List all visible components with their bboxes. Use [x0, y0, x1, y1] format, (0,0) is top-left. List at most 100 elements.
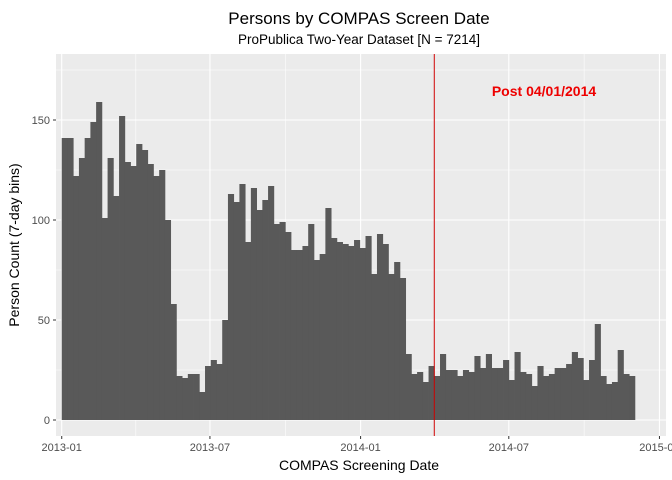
bar: [153, 176, 160, 420]
bar: [503, 360, 510, 420]
bar: [548, 374, 556, 420]
bar: [342, 244, 349, 420]
bar: [119, 116, 126, 420]
x-tick-label: 2014-01: [340, 442, 380, 454]
bar: [313, 260, 321, 420]
bar: [164, 220, 172, 420]
bar: [480, 368, 487, 420]
annotation-label: Post 04/01/2014: [492, 83, 597, 99]
bar: [325, 208, 332, 420]
chart-subtitle: ProPublica Two-Year Dataset [N = 7214]: [238, 32, 480, 47]
bar: [250, 188, 258, 420]
bar: [78, 158, 86, 420]
bar: [457, 376, 464, 420]
bar: [417, 372, 424, 420]
bar: [365, 236, 372, 420]
x-tick-label: 2013-07: [190, 442, 230, 454]
bar: [256, 210, 263, 420]
bar: [451, 370, 458, 420]
bar: [268, 186, 275, 420]
bar: [376, 234, 384, 420]
bar: [388, 274, 395, 420]
bar: [73, 176, 80, 420]
bar: [107, 158, 114, 420]
bar: [262, 200, 269, 420]
bar: [428, 366, 435, 420]
bars: [61, 102, 636, 420]
bar: [462, 370, 470, 420]
bar: [331, 238, 338, 420]
bar: [445, 370, 452, 420]
bar: [497, 368, 504, 420]
bar: [577, 358, 584, 420]
bar: [611, 382, 619, 420]
bar: [600, 376, 607, 420]
bar: [239, 184, 246, 420]
bar: [285, 232, 292, 420]
bar: [434, 376, 441, 420]
bar: [531, 386, 538, 420]
bar: [159, 170, 166, 420]
bar: [124, 162, 131, 420]
bar: [623, 374, 630, 420]
bar: [84, 138, 91, 420]
y-tick-label: 50: [38, 315, 50, 327]
bar: [474, 356, 481, 420]
bar: [589, 360, 596, 420]
bar: [308, 224, 315, 420]
y-axis-title: Person Count (7-day bins): [6, 163, 22, 326]
bar: [422, 382, 429, 420]
bar: [629, 376, 636, 420]
y-tick-label: 150: [32, 115, 50, 127]
bar: [571, 352, 578, 420]
chart-title: Persons by COMPAS Screen Date: [228, 9, 489, 28]
bar: [405, 354, 412, 420]
bar: [440, 354, 447, 420]
bar: [130, 166, 137, 420]
bar: [411, 374, 418, 420]
bar: [537, 366, 544, 420]
bar: [348, 246, 355, 420]
bar: [583, 380, 590, 420]
bar: [485, 354, 492, 420]
bar: [113, 196, 120, 420]
bar: [514, 352, 521, 420]
bar: [554, 368, 561, 420]
bar: [543, 376, 550, 420]
x-axis-title: COMPAS Screening Date: [279, 457, 439, 473]
bar: [170, 304, 177, 420]
bar: [399, 278, 407, 420]
bar: [566, 364, 573, 420]
x-tick-label: 2013-01: [42, 442, 82, 454]
bar: [227, 194, 235, 420]
bar: [520, 372, 527, 420]
bar: [371, 274, 378, 420]
bar: [302, 246, 309, 420]
x-tick-label: 2015-01: [639, 442, 672, 454]
bar: [222, 320, 229, 420]
bar: [245, 242, 252, 420]
bar: [233, 202, 240, 420]
y-tick-label: 100: [32, 215, 50, 227]
bar: [205, 366, 212, 420]
bar: [617, 350, 624, 420]
bar: [508, 380, 515, 420]
x-tick-label: 2014-07: [489, 442, 529, 454]
bar: [594, 324, 601, 420]
bar: [525, 374, 533, 420]
bar: [176, 376, 183, 420]
bar: [61, 138, 68, 420]
bar: [101, 218, 108, 420]
bar: [560, 368, 567, 420]
bar: [147, 164, 154, 420]
bar: [216, 364, 223, 420]
bar: [273, 224, 280, 420]
bar: [136, 144, 143, 420]
bar: [359, 248, 366, 420]
bar: [336, 242, 343, 420]
bar: [210, 360, 217, 420]
bar: [96, 102, 103, 420]
bar: [319, 254, 326, 420]
bar: [354, 240, 361, 420]
